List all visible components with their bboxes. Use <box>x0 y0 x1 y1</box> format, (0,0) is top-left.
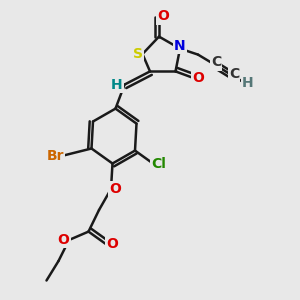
Text: H: H <box>111 78 123 92</box>
Text: C: C <box>211 56 221 69</box>
Text: C: C <box>229 67 239 80</box>
Text: S: S <box>133 47 143 61</box>
Text: O: O <box>192 71 204 85</box>
Text: O: O <box>58 233 70 247</box>
Text: H: H <box>242 76 253 90</box>
Text: N: N <box>174 39 186 53</box>
Text: O: O <box>158 10 169 23</box>
Text: Br: Br <box>47 149 64 163</box>
Text: O: O <box>106 238 118 251</box>
Text: Cl: Cl <box>151 157 166 170</box>
Text: O: O <box>110 182 122 196</box>
